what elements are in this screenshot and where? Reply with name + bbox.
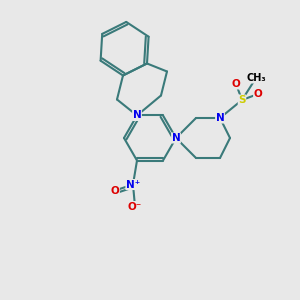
Text: O: O	[254, 89, 262, 99]
Text: O⁻: O⁻	[128, 202, 142, 212]
Text: CH₃: CH₃	[246, 73, 266, 83]
Text: O: O	[232, 79, 240, 89]
Text: O: O	[111, 185, 119, 196]
Text: N: N	[216, 113, 224, 123]
Text: N: N	[172, 133, 180, 143]
Text: N⁺: N⁺	[126, 179, 140, 190]
Text: N: N	[133, 110, 141, 121]
Text: S: S	[238, 95, 246, 105]
